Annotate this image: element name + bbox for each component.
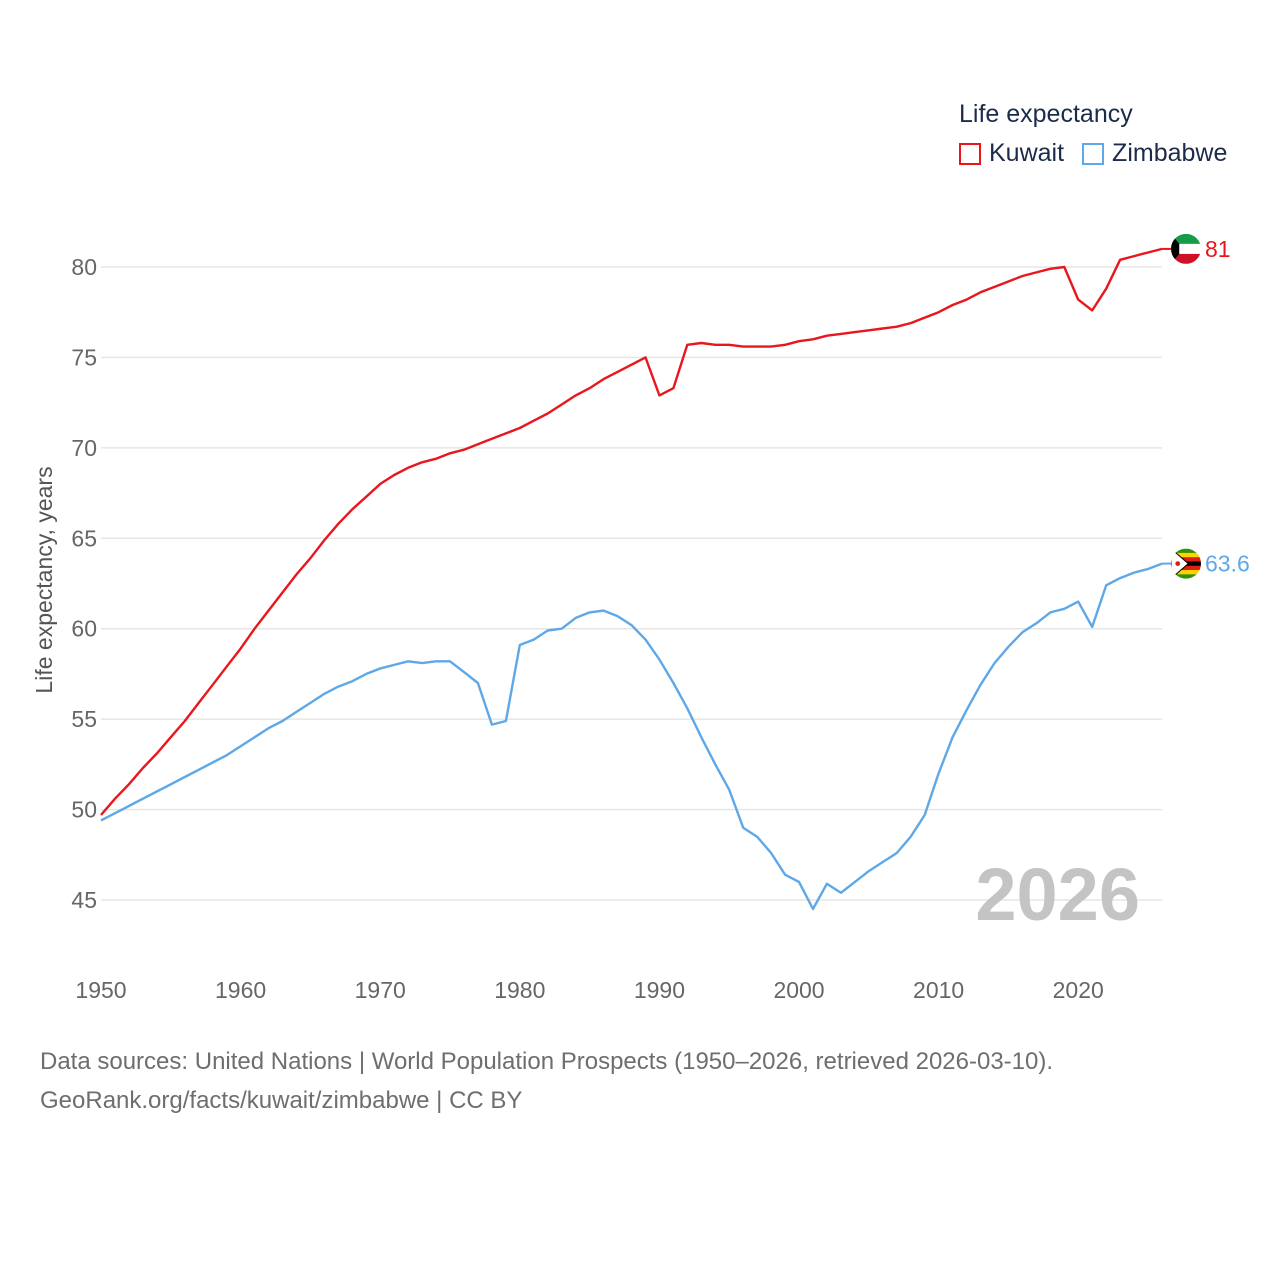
x-tick-label: 1990 — [634, 977, 685, 1003]
y-axis-ticks: 45 50 55 60 65 70 75 80 — [71, 254, 97, 913]
y-tick-label: 65 — [71, 525, 97, 551]
legend-label-kuwait: Kuwait — [989, 139, 1065, 167]
series-line-kuwait — [100, 247, 1163, 816]
legend-swatch-kuwait — [959, 142, 981, 165]
current-year-watermark: 2026 — [975, 853, 1140, 936]
y-tick-label: 60 — [71, 616, 97, 642]
legend-label-zimbabwe: Zimbabwe — [1112, 139, 1228, 167]
series-end-markers: 81 63.6 — [1162, 233, 1250, 579]
series-lines — [100, 247, 1163, 911]
source-line-2[interactable]: GeoRank.org/facts/kuwait/zimbabwe | CC B… — [40, 1087, 523, 1114]
y-tick-label: 50 — [71, 797, 97, 823]
y-tick-label: 75 — [71, 344, 97, 370]
series-line-zimbabwe — [100, 562, 1163, 911]
x-tick-label: 1980 — [494, 977, 545, 1003]
legend: Life expectancy Kuwait Zimbabwe — [959, 100, 1245, 168]
x-tick-label: 2000 — [773, 977, 824, 1003]
legend-items: Kuwait Zimbabwe — [959, 139, 1245, 168]
y-tick-label: 55 — [71, 706, 97, 732]
x-tick-label: 1960 — [215, 977, 266, 1003]
gridlines — [101, 266, 1162, 901]
legend-swatch-zimbabwe — [1082, 142, 1105, 165]
source-line-1: Data sources: United Nations | World Pop… — [40, 1048, 1054, 1075]
x-tick-label: 2020 — [1053, 977, 1104, 1003]
end-label-zimbabwe: 63.6 — [1205, 551, 1250, 577]
y-tick-label: 45 — [71, 887, 97, 913]
x-axis-ticks: 1950 1960 1970 1980 1990 2000 2010 2020 — [75, 977, 1103, 1003]
y-tick-label: 70 — [71, 435, 97, 461]
legend-item-zimbabwe[interactable]: Zimbabwe — [1082, 139, 1227, 168]
x-tick-label: 1950 — [75, 977, 126, 1003]
end-label-kuwait: 81 — [1205, 236, 1231, 262]
kuwait-flag-icon — [1171, 233, 1201, 264]
zimbabwe-flag-icon — [1171, 548, 1201, 579]
legend-item-kuwait[interactable]: Kuwait — [959, 139, 1064, 168]
legend-title: Life expectancy — [959, 100, 1133, 128]
x-tick-label: 1970 — [355, 977, 406, 1003]
y-tick-label: 80 — [71, 254, 97, 280]
x-tick-label: 2010 — [913, 977, 964, 1003]
source-note: Data sources: United Nations | World Pop… — [40, 1042, 1053, 1120]
y-axis-label: Life expectancy, years — [31, 466, 57, 693]
